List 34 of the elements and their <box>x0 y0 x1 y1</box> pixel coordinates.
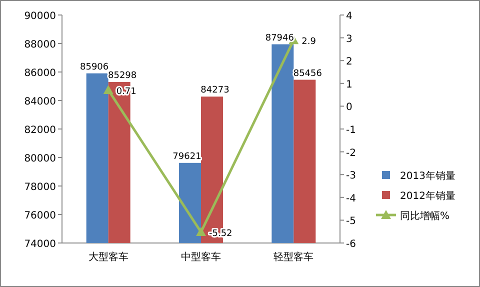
y-tick-label: 78000 <box>24 182 56 193</box>
data-label: 85906 <box>80 62 109 72</box>
y-tick-label: 88000 <box>24 40 56 50</box>
data-label: 84273 <box>200 86 230 96</box>
y2-tick-label: -3 <box>346 170 356 182</box>
x-tick-label: 中型客车 <box>181 251 221 263</box>
point <box>103 85 114 94</box>
legend-label: 2013年销量 <box>400 170 456 182</box>
y2-tick-label: -5 <box>346 216 356 228</box>
y-tick-label: 84000 <box>24 96 56 108</box>
x-tick-label: 轻型客车 <box>274 251 314 263</box>
y-tick-label: 80000 <box>24 154 56 164</box>
y2-tick-label: -6 <box>346 239 356 250</box>
y2-tick-label: -2 <box>346 148 356 159</box>
legend-label: 同比增幅% <box>400 210 450 222</box>
y2-tick-label: 4 <box>346 11 352 22</box>
y-tick-label: 74000 <box>24 239 56 250</box>
point <box>196 227 206 236</box>
y2-tick-label: 1 <box>346 79 352 90</box>
y2-tick-label: -1 <box>346 125 356 136</box>
y-tick-label: 86000 <box>24 68 56 79</box>
y2-tick-label: 2 <box>346 56 352 68</box>
y2-tick-label: 0 <box>346 102 352 114</box>
y-tick-label: 82000 <box>24 125 56 136</box>
data-label: 79621 <box>172 152 202 162</box>
y-tick-label: 90000 <box>24 11 56 22</box>
data-label: 2.9 <box>302 37 316 48</box>
y2-tick-label: 3 <box>346 34 352 45</box>
legend-label: 2012年销量 <box>400 190 456 202</box>
x-tick-label: 大型客车 <box>88 251 128 263</box>
y-tick-label: 76000 <box>24 210 56 222</box>
y2-tick-label: -4 <box>346 193 356 204</box>
data-label: 85298 <box>108 71 137 82</box>
data-label: 85456 <box>293 68 322 79</box>
